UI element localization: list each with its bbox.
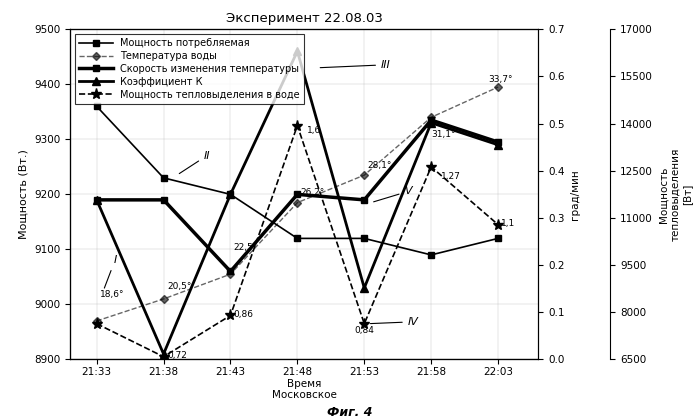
Коэффициент К: [226, 192, 235, 197]
Температура воды: [360, 173, 368, 178]
Температура воды: [159, 296, 168, 301]
X-axis label: Время
Московское: Время Московское: [272, 379, 336, 400]
Коэффициент К: [293, 49, 301, 54]
Скорость изменения температуры: [427, 117, 435, 122]
Мощность потребляемая: [293, 236, 301, 241]
Text: 28,1°: 28,1°: [368, 161, 392, 170]
Title: Эксперимент 22.08.03: Эксперимент 22.08.03: [226, 12, 382, 25]
Скорость изменения температуры: [159, 197, 168, 202]
Температура воды: [226, 272, 235, 277]
Коэффициент К: [427, 120, 435, 125]
Text: 31,1°: 31,1°: [431, 130, 456, 139]
Text: 1,1: 1,1: [501, 219, 516, 228]
Скорость изменения температуры: [92, 197, 101, 202]
Text: IV: IV: [370, 317, 419, 327]
Text: II: II: [179, 150, 210, 173]
Температура воды: [293, 200, 301, 205]
Мощность потребляемая: [427, 252, 435, 257]
Мощность потребляемая: [494, 236, 503, 241]
Text: III: III: [320, 60, 391, 70]
Мощность потребляемая: [92, 104, 101, 109]
Мощность тепловыделения в воде: [427, 164, 435, 169]
Мощность тепловыделения в воде: [360, 321, 368, 326]
Text: I: I: [104, 255, 117, 288]
Мощность тепловыделения в воде: [494, 222, 503, 227]
Мощность тепловыделения в воде: [92, 321, 101, 326]
Text: Фиг. 4: Фиг. 4: [326, 406, 373, 418]
Text: 26,2°: 26,2°: [301, 188, 325, 197]
Мощность тепловыделения в воде: [159, 354, 168, 359]
Line: Температура воды: Температура воды: [94, 84, 501, 324]
Text: 1,6: 1,6: [308, 125, 322, 135]
Text: 20,5°: 20,5°: [167, 282, 192, 291]
Коэффициент К: [159, 352, 168, 357]
Скорость изменения температуры: [226, 269, 235, 274]
Скорость изменения температуры: [360, 197, 368, 202]
Text: 0,86: 0,86: [233, 310, 254, 319]
Мощность потребляемая: [360, 236, 368, 241]
Температура воды: [494, 84, 503, 89]
Y-axis label: Мощность (Вт.): Мощность (Вт.): [18, 149, 29, 240]
Y-axis label: Мощность
тепловыделения
[Вт]: Мощность тепловыделения [Вт]: [658, 148, 692, 241]
Text: 0,84: 0,84: [354, 326, 374, 336]
Text: 0,72: 0,72: [167, 351, 187, 360]
Коэффициент К: [92, 197, 101, 202]
Y-axis label: град/мин: град/мин: [570, 169, 580, 220]
Коэффициент К: [494, 142, 503, 147]
Line: Мощность потребляемая: Мощность потребляемая: [94, 104, 501, 257]
Температура воды: [427, 115, 435, 120]
Мощность потребляемая: [159, 175, 168, 180]
Температура воды: [92, 319, 101, 324]
Text: 22,5°: 22,5°: [233, 243, 258, 252]
Мощность тепловыделения в воде: [226, 313, 235, 318]
Line: Скорость изменения температуры: Скорость изменения температуры: [94, 117, 501, 274]
Line: Коэффициент К: Коэффициент К: [92, 47, 503, 358]
Мощность потребляемая: [226, 192, 235, 197]
Мощность тепловыделения в воде: [293, 123, 301, 128]
Text: 18,6°: 18,6°: [100, 290, 124, 299]
Коэффициент К: [360, 285, 368, 291]
Legend: Мощность потребляемая, Температура воды, Скорость изменения температуры, Коэффиц: Мощность потребляемая, Температура воды,…: [75, 34, 304, 104]
Скорость изменения температуры: [293, 192, 301, 197]
Text: 1,27: 1,27: [441, 172, 461, 181]
Line: Мощность тепловыделения в воде: Мощность тепловыделения в воде: [91, 120, 504, 362]
Text: V: V: [374, 186, 412, 202]
Скорость изменения температуры: [494, 140, 503, 145]
Text: 33,7°: 33,7°: [488, 75, 512, 84]
